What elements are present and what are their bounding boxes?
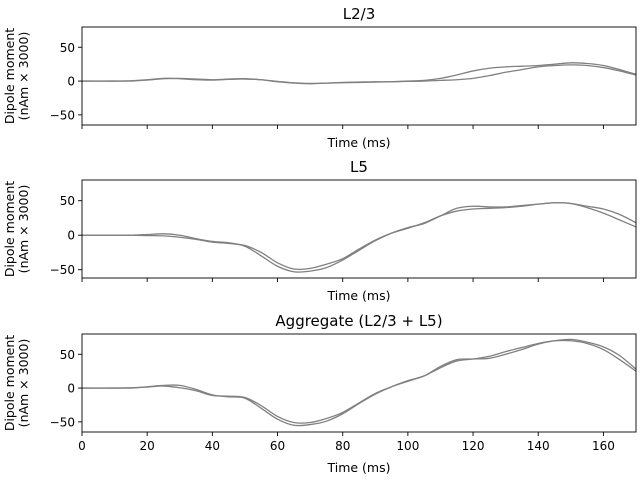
x-tick-label: 40 [205, 439, 220, 453]
x-tick-label: 120 [462, 439, 485, 453]
x-axis-label: Time (ms) [326, 460, 390, 475]
y-tick-label: −50 [50, 415, 75, 429]
x-tick-label: 140 [527, 439, 550, 453]
x-tick-label: 0 [78, 439, 86, 453]
y-axis-label-line: (nAm × 3000) [16, 32, 31, 121]
x-axis-label: Time (ms) [326, 135, 390, 150]
series-line-1 [82, 339, 636, 424]
y-axis-label: Dipole moment(nAm × 3000) [2, 335, 31, 431]
y-tick-label: 0 [67, 229, 75, 243]
plot-frame [81, 333, 637, 433]
y-tick-label: 0 [67, 382, 75, 396]
series-line-2 [82, 202, 636, 273]
x-tick-label: 160 [592, 439, 615, 453]
y-axis-label-line: Dipole moment [2, 28, 17, 124]
series-line-2 [82, 62, 636, 85]
y-axis-label-line: Dipole moment [2, 181, 17, 277]
chart-title: L5 [350, 158, 368, 176]
y-tick-label: 50 [60, 194, 75, 208]
x-tick-label: 100 [396, 439, 419, 453]
y-tick-label: 50 [60, 41, 75, 55]
plot-frame [81, 179, 637, 279]
chart-title: L2/3 [343, 5, 376, 23]
x-tick-label: 80 [335, 439, 350, 453]
y-axis-label-line: Dipole moment [2, 335, 17, 431]
x-tick-label: 60 [270, 439, 285, 453]
series-line-1 [82, 202, 636, 271]
y-tick-label: 50 [60, 348, 75, 362]
y-axis-label: Dipole moment(nAm × 3000) [2, 28, 31, 124]
y-tick-label: 0 [67, 75, 75, 89]
y-tick-label: −50 [50, 108, 75, 122]
y-tick-label: −50 [50, 263, 75, 277]
panel-2: L5 −50 0 50 Time (ms) Dipole moment(nAm × 300… [2, 158, 637, 303]
y-axis-label: Dipole moment(nAm × 3000) [2, 181, 31, 277]
y-axis-label-line: (nAm × 3000) [16, 185, 31, 274]
y-axis-label-line: (nAm × 3000) [16, 339, 31, 428]
series-line-2 [82, 338, 636, 427]
chart-title: Aggregate (L2/3 + L5) [275, 312, 442, 330]
plot-frame [81, 26, 637, 126]
panel-1: L2/3 −50 0 50 Time (ms) Dipole moment(nAm × 3… [2, 5, 637, 150]
x-axis-label: Time (ms) [326, 288, 390, 303]
series-line-1 [82, 64, 636, 85]
x-tick-label: 20 [140, 439, 155, 453]
